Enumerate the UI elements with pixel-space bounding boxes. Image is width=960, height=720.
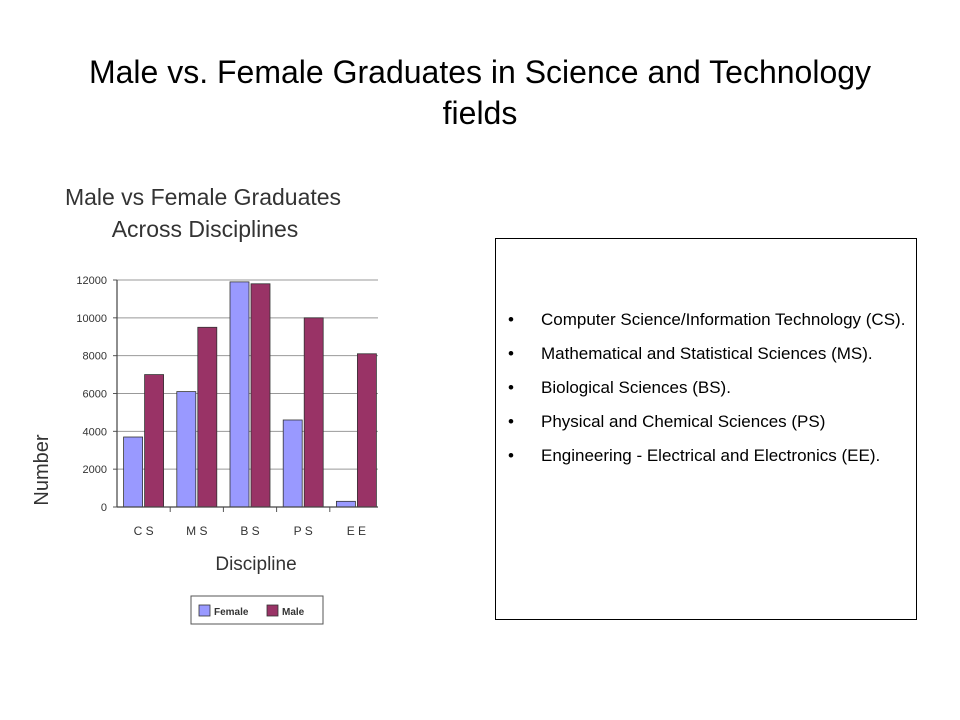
bar-male-bs [250, 283, 271, 508]
chart-legend: Female Male [190, 595, 324, 625]
definition-text: Physical and Chemical Sciences (PS) [541, 412, 826, 431]
y-tick-label: 0 [101, 502, 107, 514]
list-item: • Biological Sciences (BS). [508, 378, 731, 397]
bar-female-cs [123, 436, 143, 508]
bar-male-ms [197, 326, 218, 508]
bar-female-ms [176, 391, 197, 508]
definition-text: Engineering - Electrical and Electronics… [541, 446, 881, 465]
bar-male-cs [144, 374, 164, 508]
list-item: • Computer Science/Information Technology… [508, 310, 906, 329]
discipline-definitions-box: • Computer Science/Information Technology… [495, 238, 917, 620]
chart-title: Male vs Female Graduates Across Discipli… [65, 184, 341, 242]
x-tick-label: C S [134, 524, 154, 538]
bar-female-ee [335, 500, 356, 508]
legend-frame [190, 595, 324, 625]
definition-text: Mathematical and Statistical Sciences (M… [541, 344, 873, 363]
y-tick-label: 6000 [83, 389, 107, 401]
legend-swatch-female [198, 604, 211, 617]
y-tick-label: 2000 [83, 464, 107, 476]
bar-male-ps [303, 317, 324, 508]
y-tick-label: 4000 [83, 426, 107, 438]
definition-text: Computer Science/Information Technology … [541, 310, 906, 329]
bar-male-ee [356, 353, 377, 508]
legend-label-male: Male [282, 607, 305, 618]
chart-title-line-1: Male vs Female Graduates [65, 184, 341, 210]
x-tick-label: M S [186, 524, 207, 538]
definitions-list: • Computer Science/Information Technology… [508, 309, 908, 479]
y-tick-label: 10000 [76, 313, 107, 325]
bar-chart: Male vs Female Graduates Across Discipli… [31, 184, 378, 625]
chart-title-line-2: Across Disciplines [112, 216, 299, 242]
bar-female-bs [229, 281, 250, 508]
list-item: • Engineering - Electrical and Electronic… [508, 446, 881, 465]
y-axis-label: Number [31, 434, 53, 505]
bar-female-ps [282, 419, 303, 508]
plot-area: 0 2000 4000 6000 8000 10000 12000 C S M S B S P S E… [76, 275, 378, 538]
y-tick-label: 8000 [83, 351, 107, 363]
legend-swatch-male [266, 604, 279, 617]
list-item: • Mathematical and Statistical Sciences (… [508, 344, 873, 363]
slide-title: Male vs. Female Graduates in Science and… [88, 54, 872, 131]
x-tick-label: B S [240, 524, 259, 538]
y-tick-label: 12000 [76, 275, 107, 287]
x-tick-label: P S [294, 524, 313, 538]
list-item: • Physical and Chemical Sciences (PS) [508, 412, 826, 431]
legend-label-female: Female [214, 607, 249, 618]
definition-text: Biological Sciences (BS). [541, 378, 731, 397]
x-tick-label: E E [347, 524, 366, 538]
x-axis-label: Discipline [215, 554, 296, 575]
